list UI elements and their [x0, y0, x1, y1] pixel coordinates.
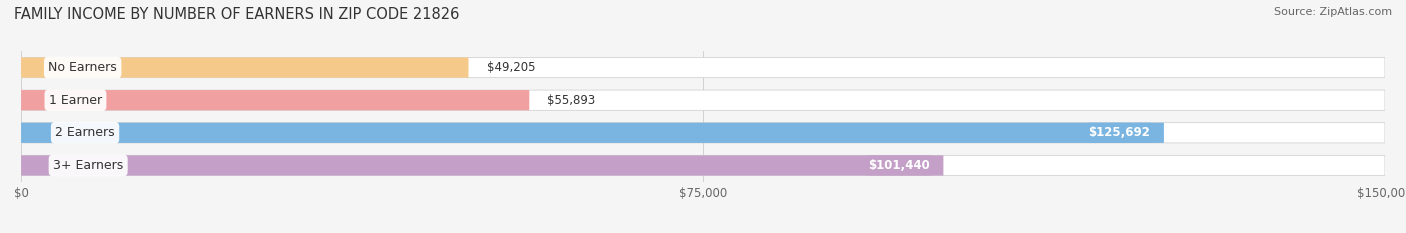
FancyBboxPatch shape — [21, 58, 1385, 78]
Text: 1 Earner: 1 Earner — [49, 94, 103, 107]
Text: $101,440: $101,440 — [868, 159, 929, 172]
Text: $49,205: $49,205 — [486, 61, 536, 74]
Text: $55,893: $55,893 — [547, 94, 596, 107]
FancyBboxPatch shape — [21, 90, 529, 110]
FancyBboxPatch shape — [21, 155, 943, 175]
FancyBboxPatch shape — [21, 58, 468, 78]
Text: FAMILY INCOME BY NUMBER OF EARNERS IN ZIP CODE 21826: FAMILY INCOME BY NUMBER OF EARNERS IN ZI… — [14, 7, 460, 22]
Text: Source: ZipAtlas.com: Source: ZipAtlas.com — [1274, 7, 1392, 17]
Text: $125,692: $125,692 — [1088, 126, 1150, 139]
Text: No Earners: No Earners — [48, 61, 117, 74]
Text: 2 Earners: 2 Earners — [55, 126, 115, 139]
FancyBboxPatch shape — [21, 123, 1385, 143]
FancyBboxPatch shape — [21, 123, 1164, 143]
FancyBboxPatch shape — [21, 90, 1385, 110]
FancyBboxPatch shape — [21, 155, 1385, 175]
Text: 3+ Earners: 3+ Earners — [53, 159, 124, 172]
